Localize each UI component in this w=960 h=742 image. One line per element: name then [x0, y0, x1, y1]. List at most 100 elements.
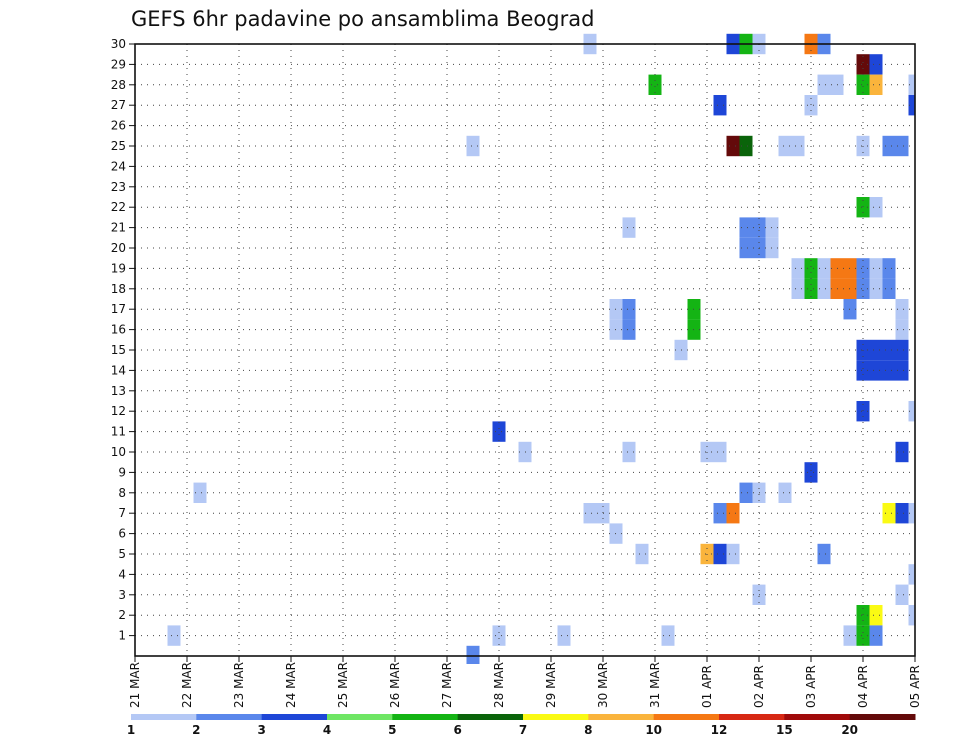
y-tick-label: 27: [111, 98, 126, 112]
grid-lines: [135, 44, 915, 656]
y-tick-label: 9: [118, 465, 126, 479]
heatmap-cell: [726, 543, 740, 565]
heatmap-cell: [167, 625, 181, 646]
heatmap-cell: [635, 543, 649, 565]
y-tick-label: 3: [118, 588, 126, 602]
heatmap-cell: [193, 482, 207, 503]
heatmap-cell: [856, 54, 870, 75]
colorbar-swatch: [784, 714, 851, 720]
heatmap-cell: [739, 482, 753, 503]
colorbar-label: 5: [388, 723, 396, 737]
heatmap-cell: [739, 237, 753, 259]
heatmap-cell: [908, 564, 915, 585]
heatmap-cell: [908, 95, 915, 116]
heatmap-cell: [817, 543, 831, 565]
x-tick-label: 22 MAR: [180, 662, 194, 708]
colorbar-legend: 1 2 3 4 5 6 7 8 10 12 15 20: [127, 714, 916, 737]
colorbar-swatch: [653, 714, 720, 720]
x-tick-label: 27 MAR: [440, 662, 454, 708]
heatmap-cells: [167, 33, 915, 664]
heatmap-cell: [622, 319, 636, 340]
heatmap-cell: [856, 258, 870, 279]
heatmap-cell: [895, 299, 909, 320]
heatmap-cell: [856, 360, 870, 381]
heatmap-cell: [856, 605, 870, 626]
colorbar-label: 20: [841, 723, 858, 737]
heatmap-cell: [817, 278, 831, 299]
y-tick-label: 4: [118, 567, 126, 581]
x-tick-label: 05 APR: [908, 665, 922, 708]
y-tick-label: 26: [111, 119, 126, 133]
heatmap-cell: [778, 482, 792, 503]
chart-title: GEFS 6hr padavine po ansamblima Beograd: [131, 7, 594, 31]
heatmap-cell: [895, 441, 909, 463]
heatmap-cell: [869, 74, 883, 95]
heatmap-cell: [908, 503, 915, 524]
heatmap-cell: [895, 135, 909, 157]
colorbar-label: 12: [711, 723, 728, 737]
heatmap-cell: [908, 605, 915, 626]
colorbar-label: 10: [645, 723, 662, 737]
heatmap-cell: [492, 421, 506, 442]
heatmap-cell: [622, 299, 636, 320]
heatmap-cell: [648, 74, 662, 95]
y-tick-label: 16: [111, 323, 126, 337]
x-tick-label: 02 APR: [752, 665, 766, 708]
heatmap-cell: [726, 135, 740, 157]
colorbar-label: 8: [584, 723, 592, 737]
x-tick-label: 31 MAR: [648, 662, 662, 708]
x-tick-label: 24 MAR: [284, 662, 298, 708]
heatmap-cell: [804, 258, 818, 279]
heatmap-cell: [557, 625, 571, 646]
colorbar-swatch: [392, 714, 459, 720]
y-tick-label: 1: [118, 629, 126, 643]
x-tick-label: 04 APR: [856, 665, 870, 708]
heatmap-cell: [882, 258, 896, 279]
heatmap-cell: [895, 319, 909, 340]
colorbar-swatch: [719, 714, 785, 720]
colorbar-label: 4: [323, 723, 331, 737]
colorbar-swatch: [457, 714, 524, 720]
x-tick-label: 21 MAR: [128, 662, 142, 708]
heatmap-cell: [726, 503, 740, 524]
heatmap-cell: [869, 54, 883, 75]
y-tick-label: 10: [111, 445, 126, 459]
heatmap-cell: [778, 135, 792, 157]
heatmap-cell: [739, 135, 753, 157]
heatmap-cell: [895, 339, 909, 361]
heatmap-cell: [882, 360, 896, 381]
heatmap-cell: [817, 258, 831, 279]
heatmap-cell: [622, 441, 636, 463]
heatmap-cell: [492, 625, 506, 646]
heatmap-cell: [895, 503, 909, 524]
y-tick-label: 22: [111, 200, 126, 214]
y-tick-label: 7: [118, 506, 126, 520]
heatmap-cell: [804, 278, 818, 299]
x-tick-label: 25 MAR: [336, 662, 350, 708]
colorbar-swatch: [261, 714, 328, 720]
y-tick-label: 29: [111, 57, 126, 71]
y-tick-label: 2: [118, 608, 126, 622]
heatmap-cell: [908, 74, 915, 95]
heatmap-cell: [882, 339, 896, 361]
y-tick-label: 28: [111, 78, 126, 92]
heatmap-cell: [804, 462, 818, 483]
x-tick-label: 01 APR: [700, 665, 714, 708]
heatmap-cell: [466, 135, 480, 157]
colorbar-label: 1: [127, 723, 135, 737]
y-tick-label: 6: [118, 527, 126, 541]
x-tick-label: 28 MAR: [492, 662, 506, 708]
y-tick-label: 30: [111, 37, 126, 51]
heatmap-cell: [856, 197, 870, 218]
heatmap-cell: [856, 278, 870, 299]
heatmap-cell: [713, 543, 727, 565]
y-tick-label: 17: [111, 302, 126, 316]
heatmap-cell: [869, 339, 883, 361]
heatmap-cell: [713, 441, 727, 463]
y-tick-label: 8: [118, 486, 126, 500]
x-tick-label: 26 MAR: [388, 662, 402, 708]
y-tick-label: 11: [111, 425, 126, 439]
x-tick-label: 23 MAR: [232, 662, 246, 708]
y-tick-label: 23: [111, 180, 126, 194]
colorbar-label: 2: [192, 723, 200, 737]
